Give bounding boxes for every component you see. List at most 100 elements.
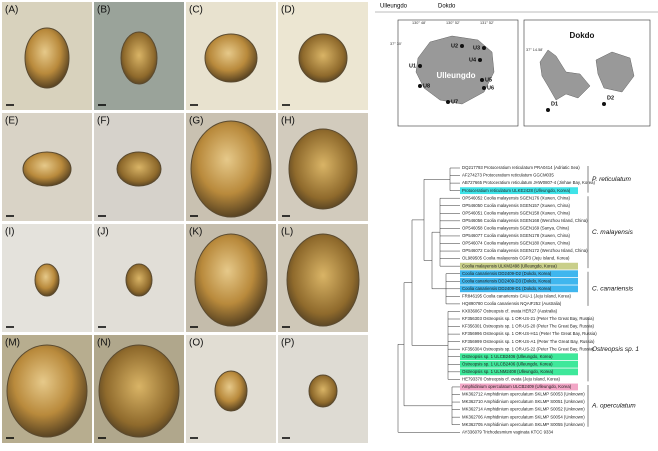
taxon-label: OP546052 Coolia malayensis SGEN176 (Xuwe… — [462, 195, 571, 200]
coordinate: 130° 48' — [412, 21, 426, 25]
taxon-label: Amphidinium operculatum ULCB2409 (Ulleun… — [462, 384, 572, 389]
taxon-highlight — [460, 187, 578, 195]
panel-label: (I) — [5, 227, 14, 238]
taxon-label: OP546074 Coolia malayensis SGEN180 (Xuwe… — [462, 241, 571, 246]
taxon-label: Protoceratium reticulatum ULKE2428 (Ulle… — [462, 188, 571, 193]
cell — [190, 120, 272, 218]
taxon-highlight — [460, 285, 578, 293]
clade-label: A. operculatum — [591, 403, 636, 410]
panel-label: (E) — [5, 116, 18, 127]
taxon-label: KX036067 Ostreopsis cf. ovata HER27 (Aus… — [462, 309, 558, 314]
cell — [194, 233, 268, 327]
taxon-label: AF274273 Protoceratium reticulatum GGCM0… — [462, 173, 554, 178]
taxon-label: OP546056 Coolia malayensis SGEN168 (Wenz… — [462, 218, 588, 223]
site-label: U7 — [451, 99, 458, 105]
panel-label: (O) — [189, 338, 203, 349]
panel-label: (B) — [97, 5, 110, 16]
site-label: U6 — [487, 85, 494, 91]
site-label: D1 — [551, 101, 558, 107]
panel-label: (M) — [5, 338, 20, 349]
clade-label: C. malayensis — [592, 229, 634, 236]
island — [415, 35, 495, 105]
site-marker — [602, 102, 606, 106]
site-marker — [480, 78, 484, 82]
cell — [98, 344, 180, 438]
panel-label: (C) — [189, 5, 203, 16]
panel-label: (K) — [189, 227, 202, 238]
taxon-label: Ostreopsis sp. 1 ULCB2406 (Ulleungdo, Ko… — [462, 354, 553, 359]
taxon-highlight — [460, 277, 578, 285]
panel-label: (N) — [97, 338, 111, 349]
clade-label: P. reticulatum — [592, 176, 631, 183]
panel-label: (F) — [97, 116, 110, 127]
coordinate: 37° 30' — [390, 42, 402, 46]
site-label: U8 — [423, 83, 430, 89]
panel-label: (D) — [281, 5, 295, 16]
taxon-label: AY336079 Trichodesmium vaginata KTCC 933… — [462, 429, 554, 434]
cell — [288, 128, 358, 210]
cell — [22, 151, 72, 187]
cell — [125, 263, 153, 297]
panel-label: (G) — [189, 116, 203, 127]
panel-label: (H) — [281, 116, 295, 127]
taxon-label: KF356303 Ostreopsis sp. 1 OR-US-21 (Pete… — [462, 316, 594, 321]
taxon-label: OP546058 Coolia malayensis SGEN169 (Sany… — [462, 226, 570, 231]
taxon-label: Ostreopsis sp. 1 ULCB2406 (Ulleungdo, Ko… — [462, 361, 553, 366]
cell — [214, 370, 248, 412]
site-label: U3 — [473, 45, 480, 51]
site-marker — [546, 108, 550, 112]
taxon-label: Coolia canariensis DD2409-D3 (Dokdo, Kor… — [462, 278, 552, 283]
site-marker — [460, 44, 464, 48]
site-label: U4 — [469, 57, 477, 63]
taxon-highlight — [460, 368, 578, 376]
panel-label: (J) — [97, 227, 109, 238]
taxon-label: MK362710 Amphidinium operculatum SKLMP S… — [462, 399, 585, 404]
coordinate: 131° 52' — [480, 21, 494, 25]
site-label: U2 — [451, 43, 458, 49]
taxon-label: MK362706 Amphidinium operculatum SKLMP S… — [462, 414, 585, 419]
cell — [6, 344, 88, 438]
taxon-label: Coolia canariensis DD2409-D2 (Dokdo, Kor… — [462, 271, 552, 276]
taxon-label: KF356301 Ostreopsis sp. 1 OR-US-20 (Pete… — [462, 324, 594, 329]
taxon-label: FR846195 Coolia canariensis CAU-1 (Jeju … — [462, 293, 571, 298]
site-label: D2 — [607, 95, 614, 101]
taxon-label: OP546051 Coolia malayensis SGEN158 (Xuwe… — [462, 210, 571, 215]
taxon-label: Coolia malayensis ULKM2498 (Ulleungdo, K… — [462, 263, 557, 268]
taxon-highlight — [460, 383, 578, 391]
map-title: Dokdo — [438, 4, 456, 10]
island-label: Ulleungdo — [436, 71, 475, 80]
cell — [308, 374, 338, 408]
clade-label: Ostreopsis sp. 1 — [592, 346, 639, 353]
map-title: Ulleungdo — [380, 4, 408, 10]
cell — [286, 233, 360, 327]
site-marker — [446, 100, 450, 104]
cell — [116, 151, 162, 187]
panel-label: (A) — [5, 5, 18, 16]
panel-label: (L) — [281, 227, 293, 238]
taxon-label: HE793370 Ostreopsis cf. ovata (Jeju Isla… — [462, 377, 560, 382]
site-marker — [482, 86, 486, 90]
clade-label: C. canariensis — [592, 286, 634, 293]
taxon-label: OL989505 Coolia malayensis CGP3 (Jeju Is… — [462, 256, 570, 261]
island-label: Dokdo — [570, 31, 595, 40]
taxon-label: DQ217793 Protoceratium reticulatum PRA04… — [462, 165, 580, 170]
taxon-label: KF356996 Ostreopsis sp. 1 OR-US-H11 (Pet… — [462, 331, 597, 336]
taxon-label: Ostreopsis sp. 1 ULNM2408 (Ulleungdo, Ko… — [462, 369, 554, 374]
taxon-label: AB727665 Protoceratium reticulatum JHW08… — [462, 180, 596, 185]
cell — [120, 31, 158, 85]
taxon-label: Coolia canariensis DD2409-D1 (Dokdo, Kor… — [462, 286, 552, 291]
taxon-label: KF356999 Ostreopsis sp. 1 OR-US-A1 (Pete… — [462, 339, 595, 344]
taxon-label: KF356304 Ostreopsis sp. 1 OR-US-22 (Pete… — [462, 346, 594, 351]
taxon-highlight — [460, 360, 578, 368]
cell — [34, 263, 60, 297]
site-label: U5 — [485, 77, 492, 83]
site-marker — [478, 58, 482, 62]
taxon-highlight — [460, 353, 578, 361]
site-marker — [482, 46, 486, 50]
panel-label: (P) — [281, 338, 294, 349]
island — [539, 49, 635, 101]
taxon-highlight — [460, 262, 578, 270]
cell — [24, 27, 70, 89]
